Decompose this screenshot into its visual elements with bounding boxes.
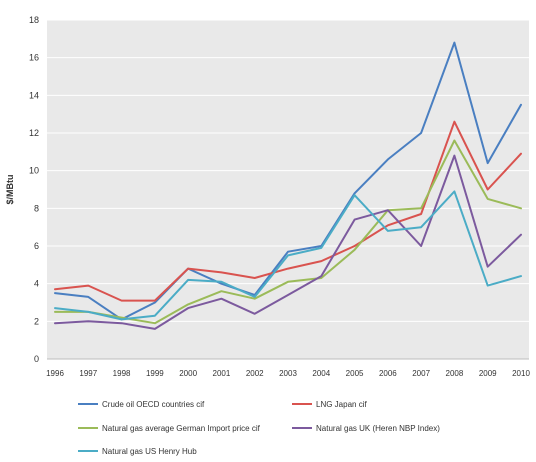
series-line-1 <box>54 41 522 321</box>
series-line-3 <box>54 139 522 325</box>
x-tick-label: 2004 <box>312 369 330 378</box>
y-tick-label: 2 <box>34 316 39 326</box>
y-axis-label: $/MBtu <box>5 175 15 205</box>
x-tick-label: 2006 <box>379 369 397 378</box>
x-tick-label: 1998 <box>113 369 131 378</box>
legend-item: Crude oil OECD countries cif <box>78 400 205 409</box>
x-tick-label: 2009 <box>479 369 497 378</box>
x-tick-label: 2002 <box>246 369 264 378</box>
series-line-5 <box>54 190 522 321</box>
series-line-4 <box>54 154 522 330</box>
x-tick-label: 1996 <box>46 369 64 378</box>
y-tick-label: 10 <box>29 166 39 176</box>
y-tick-label: 16 <box>29 53 39 63</box>
x-tick-label: 2010 <box>512 369 530 378</box>
legend-label: Natural gas UK (Heren NBP Index) <box>316 424 440 433</box>
x-tick-label: 2008 <box>446 369 464 378</box>
series-line-2 <box>54 120 522 302</box>
y-tick-labels: 0 2 4 6 8 10 12 14 16 18 <box>29 15 39 364</box>
y-tick-label: 0 <box>34 354 39 364</box>
plot-background <box>47 20 529 359</box>
x-tick-label: 2001 <box>213 369 231 378</box>
y-tick-label: 14 <box>29 90 39 100</box>
legend-item: Natural gas average German Import price … <box>78 424 261 433</box>
x-tick-label: 2005 <box>346 369 364 378</box>
y-tick-label: 4 <box>34 279 39 289</box>
legend-label: Crude oil OECD countries cif <box>102 400 205 409</box>
y-tick-label: 12 <box>29 128 39 138</box>
legend-label: Natural gas US Henry Hub <box>102 447 197 456</box>
legend: Crude oil OECD countries cif LNG Japan ci… <box>78 400 440 456</box>
series-lines <box>54 41 522 330</box>
y-tick-label: 8 <box>34 203 39 213</box>
legend-label: Natural gas average German Import price … <box>102 424 261 433</box>
legend-item: Natural gas UK (Heren NBP Index) <box>292 424 440 433</box>
x-tick-label: 1999 <box>146 369 164 378</box>
legend-item: Natural gas US Henry Hub <box>78 447 197 456</box>
legend-item: LNG Japan cif <box>292 400 367 409</box>
x-tick-label: 2003 <box>279 369 297 378</box>
x-tick-label: 2007 <box>412 369 430 378</box>
x-tick-label: 1997 <box>79 369 97 378</box>
x-tick-label: 2000 <box>179 369 197 378</box>
x-tick-labels: 1996 1997 1998 1999 2000 2001 2002 2003 2004 2005… <box>46 369 530 378</box>
legend-label: LNG Japan cif <box>316 400 367 409</box>
y-tick-label: 6 <box>34 241 39 251</box>
y-tick-label: 18 <box>29 15 39 25</box>
grid-lines <box>47 19 529 360</box>
